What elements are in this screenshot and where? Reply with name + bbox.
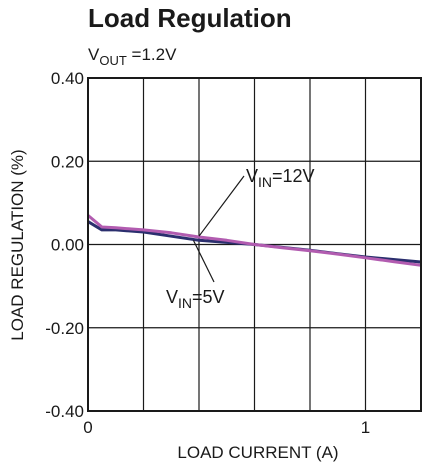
annotation-label-vin5: VIN=5V	[166, 287, 225, 311]
x-tick-label: 0	[83, 418, 92, 437]
plot-frame	[87, 77, 422, 412]
chart-subtitle: VOUT =1.2V	[88, 45, 177, 68]
annotation-leader-vin5	[192, 240, 215, 283]
series-line-vin12	[87, 214, 422, 267]
chart-title: Load Regulation	[88, 3, 292, 33]
data-series	[87, 214, 422, 267]
annotation-label-vin12: VIN=12V	[246, 166, 315, 190]
tick-labels: 0.40 0.20 0.00 -0.20 -0.400 1	[45, 69, 370, 437]
annotation-vin12: VIN=12V	[198, 166, 315, 237]
y-tick-label: -0.20	[45, 319, 84, 338]
y-tick-label: 0.20	[51, 152, 84, 171]
subtitle-suffix: =1.2V	[127, 45, 177, 64]
y-axis-label: LOAD REGULATION (%)	[8, 149, 27, 340]
annotation-vin5: VIN=5V	[166, 240, 225, 311]
subtitle-subscript: OUT	[99, 53, 127, 68]
y-tick-label: 0.40	[51, 69, 84, 88]
x-axis-label: LOAD CURRENT (A)	[177, 443, 338, 462]
y-tick-label: -0.40	[45, 402, 84, 421]
x-tick-label: 1	[361, 418, 370, 437]
annotation-leader-vin12	[198, 175, 245, 237]
subtitle-prefix: V	[88, 45, 100, 64]
y-tick-label: 0.00	[51, 236, 84, 255]
